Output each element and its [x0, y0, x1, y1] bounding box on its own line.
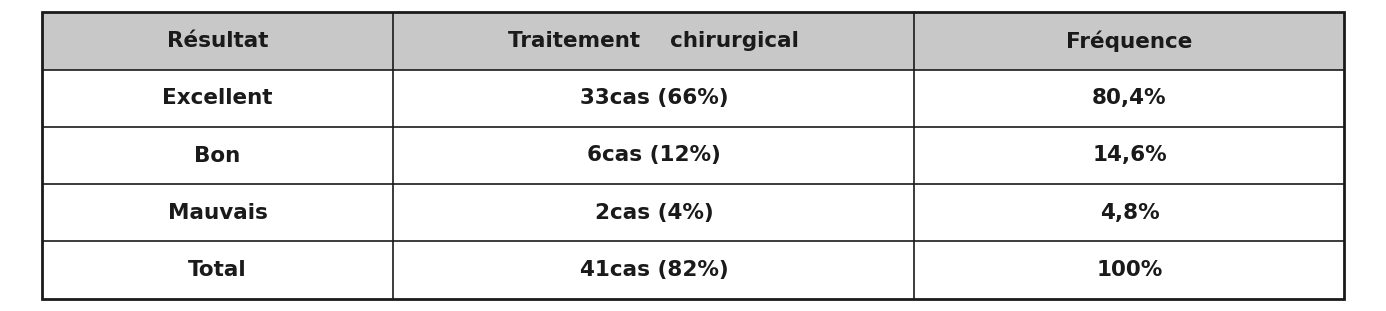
- Text: Traitement    chirurgical: Traitement chirurgical: [509, 31, 800, 51]
- Text: Mauvais: Mauvais: [168, 203, 267, 223]
- Text: 41cas (82%): 41cas (82%): [579, 260, 728, 280]
- Text: Résultat: Résultat: [166, 31, 269, 51]
- Bar: [42, 184, 1344, 241]
- Text: 80,4%: 80,4%: [1092, 88, 1167, 108]
- Text: Bon: Bon: [194, 146, 241, 165]
- Text: 14,6%: 14,6%: [1092, 146, 1167, 165]
- Bar: [42, 12, 1344, 70]
- Text: 4,8%: 4,8%: [1099, 203, 1159, 223]
- Text: 33cas (66%): 33cas (66%): [579, 88, 728, 108]
- Text: 2cas (4%): 2cas (4%): [595, 203, 714, 223]
- Bar: [42, 127, 1344, 184]
- Text: 100%: 100%: [1096, 260, 1163, 280]
- Bar: [42, 241, 1344, 299]
- Text: Fréquence: Fréquence: [1066, 30, 1192, 52]
- Text: 6cas (12%): 6cas (12%): [588, 146, 721, 165]
- Text: Total: Total: [188, 260, 247, 280]
- Text: Excellent: Excellent: [162, 88, 273, 108]
- Bar: [42, 70, 1344, 127]
